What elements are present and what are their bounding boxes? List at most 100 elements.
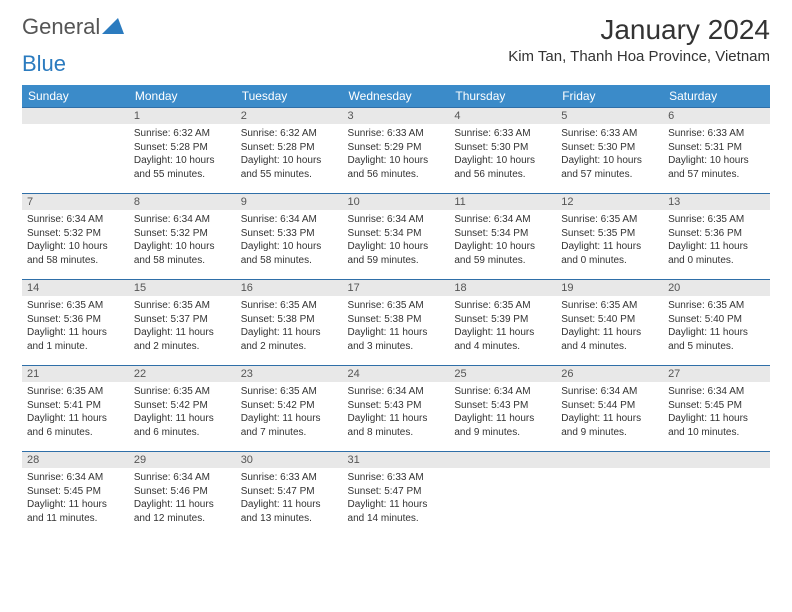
calendar-cell: 21Sunrise: 6:35 AMSunset: 5:41 PMDayligh… [22,365,129,451]
day-details: Sunrise: 6:34 AMSunset: 5:32 PMDaylight:… [129,210,236,270]
day-number: 25 [449,365,556,382]
calendar-cell: 3Sunrise: 6:33 AMSunset: 5:29 PMDaylight… [343,107,450,193]
day-details: Sunrise: 6:34 AMSunset: 5:45 PMDaylight:… [22,468,129,528]
day-details: Sunrise: 6:35 AMSunset: 5:38 PMDaylight:… [343,296,450,356]
day-details: Sunrise: 6:33 AMSunset: 5:47 PMDaylight:… [343,468,450,528]
calendar-week: 14Sunrise: 6:35 AMSunset: 5:36 PMDayligh… [22,279,770,365]
calendar-cell: 24Sunrise: 6:34 AMSunset: 5:43 PMDayligh… [343,365,450,451]
day-details: Sunrise: 6:33 AMSunset: 5:29 PMDaylight:… [343,124,450,184]
day-number: 22 [129,365,236,382]
location: Kim Tan, Thanh Hoa Province, Vietnam [508,48,770,65]
dow-header: Tuesday [236,85,343,107]
calendar-cell: 6Sunrise: 6:33 AMSunset: 5:31 PMDaylight… [663,107,770,193]
calendar-cell [449,451,556,537]
calendar-cell: 23Sunrise: 6:35 AMSunset: 5:42 PMDayligh… [236,365,343,451]
day-number: 26 [556,365,663,382]
day-number: 18 [449,279,556,296]
calendar-cell: 4Sunrise: 6:33 AMSunset: 5:30 PMDaylight… [449,107,556,193]
calendar-cell: 1Sunrise: 6:32 AMSunset: 5:28 PMDaylight… [129,107,236,193]
day-number: 28 [22,451,129,468]
calendar-cell [22,107,129,193]
calendar-cell: 16Sunrise: 6:35 AMSunset: 5:38 PMDayligh… [236,279,343,365]
calendar-cell [556,451,663,537]
day-number: 15 [129,279,236,296]
day-number: 1 [129,107,236,124]
calendar-cell: 17Sunrise: 6:35 AMSunset: 5:38 PMDayligh… [343,279,450,365]
day-details: Sunrise: 6:32 AMSunset: 5:28 PMDaylight:… [236,124,343,184]
logo-icon [102,14,124,40]
dow-header: Thursday [449,85,556,107]
day-details: Sunrise: 6:35 AMSunset: 5:37 PMDaylight:… [129,296,236,356]
day-number: 30 [236,451,343,468]
logo-text-1: General [22,14,100,40]
day-number: 14 [22,279,129,296]
day-number: 21 [22,365,129,382]
day-details: Sunrise: 6:35 AMSunset: 5:40 PMDaylight:… [663,296,770,356]
calendar-cell: 8Sunrise: 6:34 AMSunset: 5:32 PMDaylight… [129,193,236,279]
calendar-cell: 27Sunrise: 6:34 AMSunset: 5:45 PMDayligh… [663,365,770,451]
day-number: 16 [236,279,343,296]
day-number: 23 [236,365,343,382]
day-details: Sunrise: 6:34 AMSunset: 5:43 PMDaylight:… [449,382,556,442]
day-number: 9 [236,193,343,210]
logo-text-2: Blue [22,51,66,76]
calendar-body: 1Sunrise: 6:32 AMSunset: 5:28 PMDaylight… [22,107,770,537]
dow-header: Saturday [663,85,770,107]
day-number: 3 [343,107,450,124]
logo: General [22,14,124,40]
day-number: 6 [663,107,770,124]
calendar-cell: 12Sunrise: 6:35 AMSunset: 5:35 PMDayligh… [556,193,663,279]
calendar-cell: 2Sunrise: 6:32 AMSunset: 5:28 PMDaylight… [236,107,343,193]
calendar-cell: 15Sunrise: 6:35 AMSunset: 5:37 PMDayligh… [129,279,236,365]
day-details: Sunrise: 6:33 AMSunset: 5:31 PMDaylight:… [663,124,770,184]
day-details: Sunrise: 6:33 AMSunset: 5:30 PMDaylight:… [449,124,556,184]
day-details: Sunrise: 6:35 AMSunset: 5:38 PMDaylight:… [236,296,343,356]
day-number-empty [556,451,663,468]
day-number: 5 [556,107,663,124]
day-details: Sunrise: 6:34 AMSunset: 5:43 PMDaylight:… [343,382,450,442]
day-details: Sunrise: 6:35 AMSunset: 5:39 PMDaylight:… [449,296,556,356]
day-details: Sunrise: 6:34 AMSunset: 5:34 PMDaylight:… [343,210,450,270]
calendar-cell: 7Sunrise: 6:34 AMSunset: 5:32 PMDaylight… [22,193,129,279]
title-block: January 2024 Kim Tan, Thanh Hoa Province… [508,14,770,65]
calendar-cell: 29Sunrise: 6:34 AMSunset: 5:46 PMDayligh… [129,451,236,537]
calendar-cell: 14Sunrise: 6:35 AMSunset: 5:36 PMDayligh… [22,279,129,365]
day-number-empty [663,451,770,468]
day-number: 13 [663,193,770,210]
calendar-cell: 20Sunrise: 6:35 AMSunset: 5:40 PMDayligh… [663,279,770,365]
day-details: Sunrise: 6:35 AMSunset: 5:41 PMDaylight:… [22,382,129,442]
day-number-empty [449,451,556,468]
calendar-cell: 5Sunrise: 6:33 AMSunset: 5:30 PMDaylight… [556,107,663,193]
calendar-week: 7Sunrise: 6:34 AMSunset: 5:32 PMDaylight… [22,193,770,279]
day-details: Sunrise: 6:32 AMSunset: 5:28 PMDaylight:… [129,124,236,184]
day-number: 2 [236,107,343,124]
day-number: 31 [343,451,450,468]
day-number: 7 [22,193,129,210]
dow-header: Sunday [22,85,129,107]
calendar-cell: 22Sunrise: 6:35 AMSunset: 5:42 PMDayligh… [129,365,236,451]
day-details: Sunrise: 6:34 AMSunset: 5:46 PMDaylight:… [129,468,236,528]
calendar-cell: 11Sunrise: 6:34 AMSunset: 5:34 PMDayligh… [449,193,556,279]
calendar-cell: 10Sunrise: 6:34 AMSunset: 5:34 PMDayligh… [343,193,450,279]
day-number: 19 [556,279,663,296]
calendar-week: 28Sunrise: 6:34 AMSunset: 5:45 PMDayligh… [22,451,770,537]
day-details: Sunrise: 6:34 AMSunset: 5:44 PMDaylight:… [556,382,663,442]
day-number: 29 [129,451,236,468]
calendar-week: 21Sunrise: 6:35 AMSunset: 5:41 PMDayligh… [22,365,770,451]
day-details: Sunrise: 6:35 AMSunset: 5:42 PMDaylight:… [129,382,236,442]
day-number: 17 [343,279,450,296]
day-number: 10 [343,193,450,210]
calendar-table: SundayMondayTuesdayWednesdayThursdayFrid… [22,85,770,537]
day-details: Sunrise: 6:34 AMSunset: 5:45 PMDaylight:… [663,382,770,442]
day-details: Sunrise: 6:35 AMSunset: 5:40 PMDaylight:… [556,296,663,356]
day-details: Sunrise: 6:34 AMSunset: 5:32 PMDaylight:… [22,210,129,270]
calendar-cell: 13Sunrise: 6:35 AMSunset: 5:36 PMDayligh… [663,193,770,279]
day-number: 27 [663,365,770,382]
day-details: Sunrise: 6:35 AMSunset: 5:36 PMDaylight:… [663,210,770,270]
calendar-cell: 9Sunrise: 6:34 AMSunset: 5:33 PMDaylight… [236,193,343,279]
calendar-cell: 26Sunrise: 6:34 AMSunset: 5:44 PMDayligh… [556,365,663,451]
day-details: Sunrise: 6:34 AMSunset: 5:34 PMDaylight:… [449,210,556,270]
dow-header: Friday [556,85,663,107]
calendar-cell [663,451,770,537]
day-number: 24 [343,365,450,382]
